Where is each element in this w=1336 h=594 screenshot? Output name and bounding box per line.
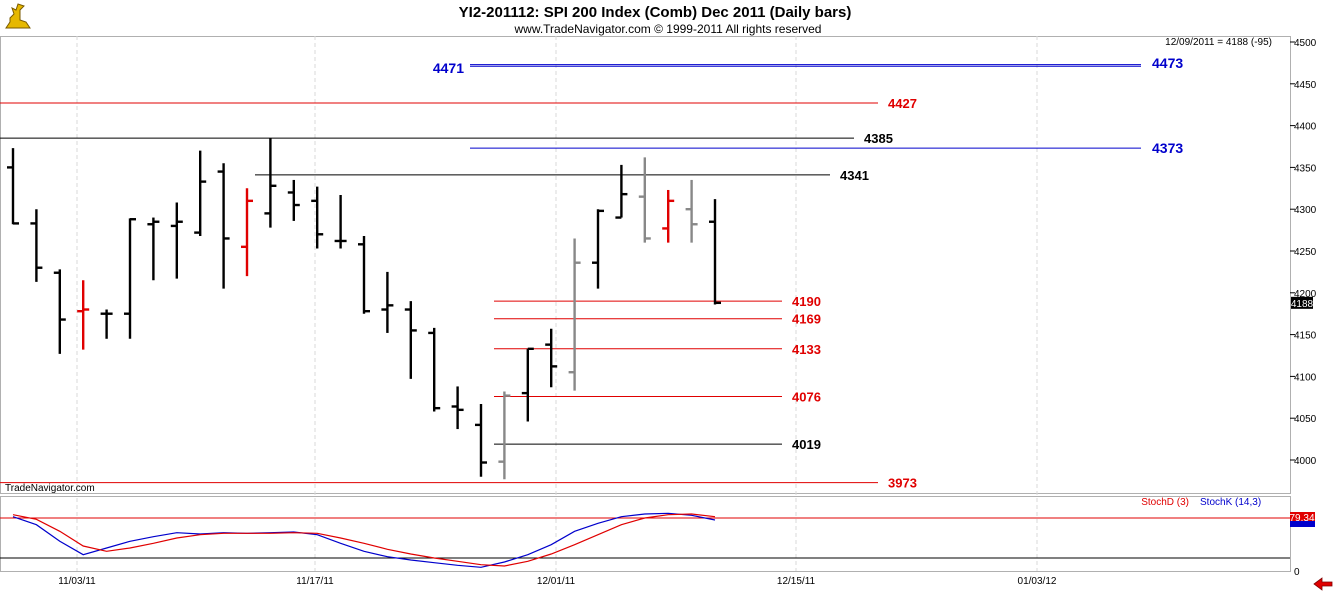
ohlc-bar [7, 148, 19, 225]
x-tick-label: 01/03/12 [1018, 576, 1057, 587]
level-label-4385: 4385 [864, 131, 893, 146]
y-tick-label: 4100 [1294, 372, 1317, 383]
ohlc-bar [287, 179, 300, 221]
level-label-4019: 4019 [792, 437, 821, 452]
stoch-k-legend: StochK (14,3) [1200, 497, 1261, 508]
y-tick-label: 4200 [1294, 289, 1317, 300]
brand-watermark: TradeNavigator.com [5, 483, 95, 494]
y-tick-label: 4400 [1294, 122, 1317, 133]
y-tick-label: 4050 [1294, 414, 1317, 425]
ohlc-bar [334, 194, 347, 249]
ohlc-bar [615, 164, 628, 219]
ohlc-bar [264, 138, 277, 228]
level-label-4076: 4076 [792, 389, 821, 404]
ohlc-bar [217, 163, 230, 289]
ohlc-bar [77, 280, 90, 350]
y-tick-label: 4300 [1294, 205, 1317, 216]
ohlc-bar [124, 218, 136, 339]
ohlc-bar [498, 391, 511, 480]
copyright-text: www.TradeNavigator.com © 1999-2011 All r… [514, 22, 822, 36]
last-price-marker [1291, 296, 1313, 309]
level-label-4133: 4133 [792, 342, 821, 357]
chart-title: YI2-201112: SPI 200 Index (Comb) Dec 201… [459, 4, 852, 21]
stoch-k-line [12, 512, 716, 568]
ohlc-bar [194, 150, 207, 236]
ohlc-bar [638, 157, 651, 243]
y-tick-label: 4450 [1294, 80, 1317, 91]
y-tick-label: 4350 [1294, 163, 1317, 174]
ohlc-bar [662, 189, 675, 243]
stoch-k-value-marker [1290, 521, 1315, 527]
y-tick-label: 4000 [1294, 456, 1317, 467]
ohlc-bar [381, 271, 394, 333]
stoch-pane-frame [0, 496, 1291, 572]
ohlc-bar [475, 403, 487, 477]
level-label-4427: 4427 [888, 96, 917, 111]
y-tick-label: 4150 [1294, 331, 1317, 342]
stoch-last-value: 79.34 [1289, 513, 1314, 524]
level-label-4169: 4169 [792, 312, 821, 327]
stoch-d-line [12, 513, 716, 567]
ohlc-bar [358, 235, 370, 314]
x-tick-label: 12/15/11 [777, 576, 816, 587]
level-label-4190: 4190 [792, 294, 821, 309]
level-label-4471: 4471 [433, 60, 464, 76]
ohlc-bar [100, 309, 113, 339]
ohlc-bar [545, 328, 558, 388]
ohlc-bar [451, 386, 464, 430]
level-label-4373: 4373 [1152, 140, 1183, 156]
price-pane-frame [0, 36, 1291, 494]
ohlc-bar [170, 202, 183, 279]
x-tick-label: 11/17/11 [296, 576, 334, 587]
ohlc-bar [147, 217, 160, 281]
last-price-label: 4188 [1291, 299, 1314, 310]
y-tick-label: 4500 [1294, 38, 1317, 49]
last-bar-info: 12/09/2011 = 4188 (-95) [1165, 37, 1272, 48]
level-label-3973: 3973 [888, 476, 917, 491]
stoch-last-value-marker [1290, 512, 1315, 523]
ohlc-bar [30, 209, 43, 282]
ohlc-bar [568, 238, 581, 391]
ohlc-bar [428, 327, 441, 412]
ohlc-bar [404, 301, 417, 379]
y-tick-label: 4250 [1294, 247, 1317, 258]
stoch-axis-zero: 0 [1294, 567, 1300, 578]
ohlc-bar [311, 186, 324, 249]
x-tick-label: 11/03/11 [58, 576, 96, 587]
ohlc-bar [685, 179, 698, 243]
ohlc-bar [709, 199, 721, 305]
ohlc-bar [53, 269, 66, 354]
scroll-left-arrow-icon[interactable] [1313, 577, 1333, 591]
trade-navigator-logo-icon [5, 3, 31, 29]
ohlc-bar [592, 209, 604, 289]
stoch-d-legend: StochD (3) [1141, 497, 1189, 508]
level-label-4473: 4473 [1152, 55, 1183, 71]
x-tick-label: 12/01/11 [537, 576, 576, 587]
ohlc-bar [521, 347, 534, 422]
ohlc-bar [241, 188, 253, 277]
level-label-4341: 4341 [840, 168, 869, 183]
